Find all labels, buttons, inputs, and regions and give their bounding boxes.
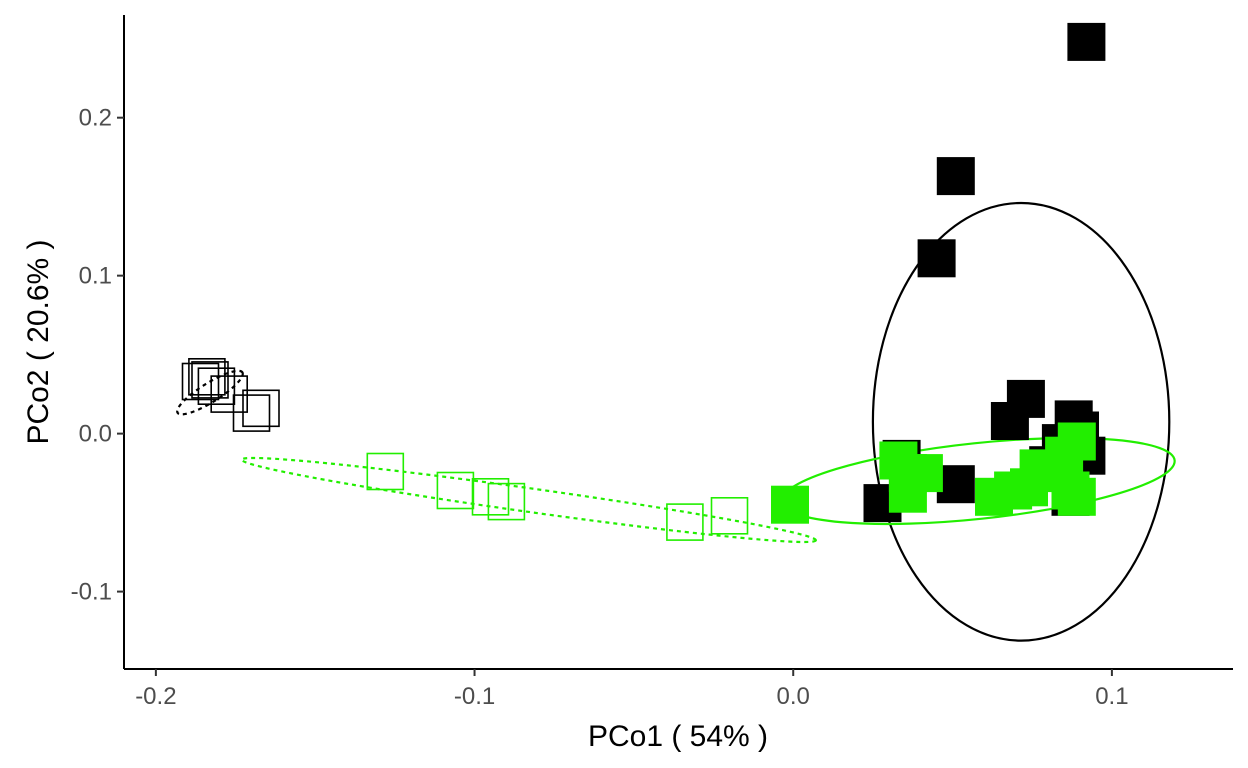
- data-point: [888, 474, 927, 513]
- data-points: [181, 22, 1106, 541]
- data-point: [917, 239, 956, 278]
- confidence-ellipse: [871, 201, 1171, 642]
- data-point: [666, 503, 704, 541]
- data-point: [936, 157, 975, 196]
- data-point: [990, 402, 1029, 440]
- data-point: [1057, 422, 1096, 461]
- data-point: [242, 389, 280, 428]
- x-tick-label: 0.1: [1095, 683, 1128, 710]
- y-tick-label: 0.0: [79, 421, 112, 448]
- x-axis-title: PCo1 ( 54% ): [588, 720, 768, 753]
- data-point: [771, 485, 809, 524]
- x-tick-label: 0.0: [777, 683, 810, 710]
- y-ticks: -0.1 0.0 0.1 0.2: [71, 105, 124, 606]
- data-point: [210, 375, 248, 413]
- data-point: [710, 496, 749, 535]
- data-point: [197, 367, 236, 406]
- confidence-ellipse: [176, 369, 244, 416]
- data-point: [191, 361, 229, 399]
- data-point: [366, 452, 405, 491]
- data-point: [436, 471, 475, 510]
- data-point: [487, 482, 526, 521]
- x-ticks: -0.2 -0.1 0.0 0.1: [135, 669, 1129, 710]
- y-axis-title: PCo2 ( 20.6% ): [22, 239, 55, 444]
- y-tick-label: 0.2: [79, 105, 112, 132]
- data-point: [181, 362, 220, 401]
- data-point: [471, 477, 510, 516]
- y-tick-label: -0.1: [71, 579, 112, 606]
- data-point: [1057, 477, 1096, 516]
- confidence-ellipses: [176, 201, 1176, 642]
- data-point: [936, 465, 975, 504]
- x-tick-label: -0.1: [454, 683, 495, 710]
- x-tick-label: -0.2: [135, 683, 176, 710]
- confidence-ellipse: [240, 456, 817, 544]
- data-point: [232, 394, 271, 432]
- y-tick-label: 0.1: [79, 263, 112, 290]
- data-point: [1067, 22, 1106, 61]
- axes: [123, 15, 1233, 670]
